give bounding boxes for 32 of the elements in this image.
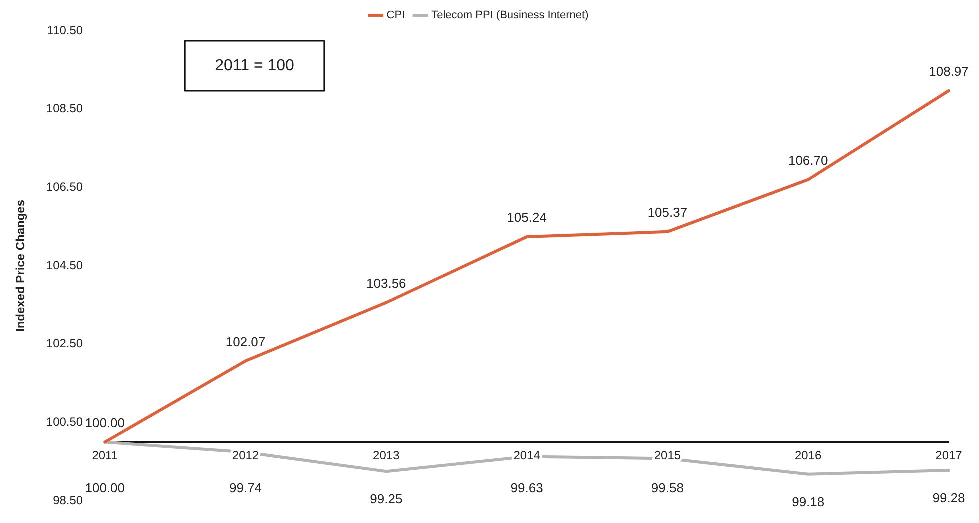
data-label: 105.24	[507, 210, 547, 226]
legend-label: CPI	[386, 10, 406, 22]
y-tick-label: 104.50	[46, 258, 84, 272]
x-tick-label: 2013	[373, 448, 400, 463]
data-label: 103.56	[366, 276, 406, 291]
data-label: 99.28	[932, 490, 966, 506]
data-label: 99.58	[651, 480, 684, 496]
annotation: 2011 = 100	[215, 57, 295, 74]
y-tick-label: 100.50	[46, 414, 84, 429]
data-label: 99.74	[229, 480, 262, 496]
x-tick-label: 2015	[654, 448, 682, 463]
legend-label: Telecom PPI (Business Internet)	[432, 10, 589, 22]
x-tick-label: 2012	[232, 448, 260, 463]
y-axis-title: Indexed Price Changes	[14, 200, 28, 332]
data-label: 99.25	[370, 492, 403, 507]
data-label: 105.37	[648, 205, 688, 220]
x-tick-label: 2016	[795, 448, 822, 463]
y-tick-label: 102.50	[46, 336, 84, 351]
x-tick-label: 2017	[936, 448, 963, 463]
y-tick-label: 108.50	[46, 102, 84, 116]
data-label: 106.70	[788, 152, 828, 168]
data-label: 108.97	[929, 64, 969, 80]
x-tick-label: 2011	[92, 448, 118, 463]
data-label: 100.00	[85, 415, 125, 430]
x-tick-label: 2014	[514, 448, 541, 463]
y-tick-label: 106.50	[46, 180, 84, 194]
data-label: 99.63	[510, 480, 544, 496]
data-label: 102.07	[226, 334, 266, 350]
data-label: 100.00	[85, 480, 125, 496]
data-label: 99.18	[792, 494, 825, 510]
y-tick-label: 110.50	[47, 23, 84, 38]
y-tick-label: 98.50	[53, 493, 84, 508]
